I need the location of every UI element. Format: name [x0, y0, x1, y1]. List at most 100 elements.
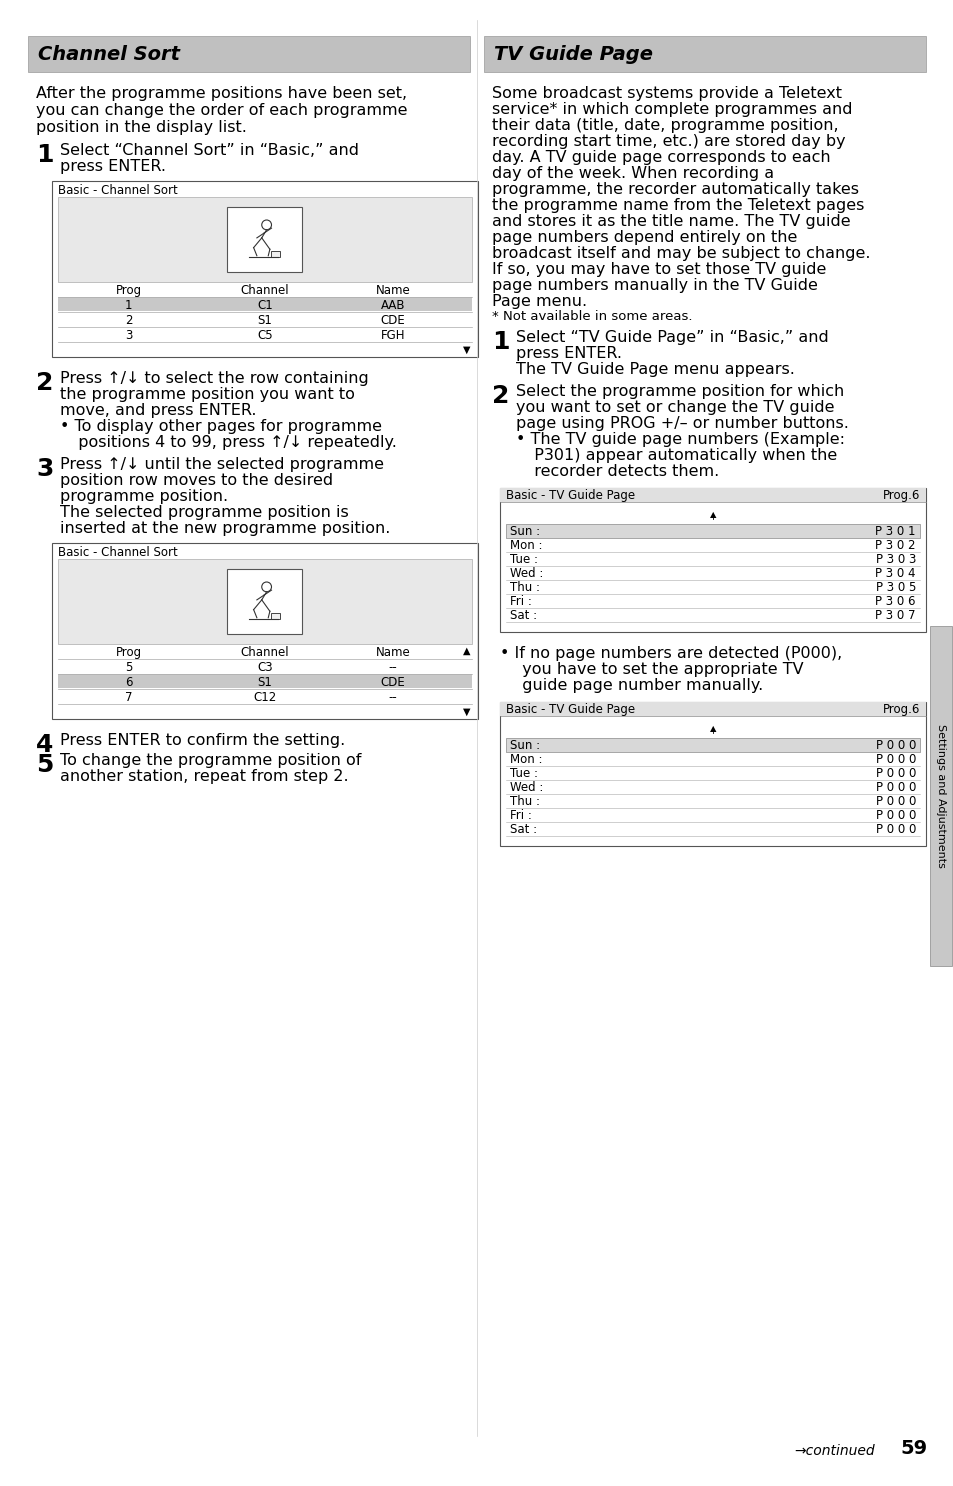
Text: Mon :: Mon : [510, 539, 542, 551]
FancyBboxPatch shape [505, 525, 919, 538]
Text: page using PROG +/– or number buttons.: page using PROG +/– or number buttons. [516, 416, 848, 431]
Text: C12: C12 [253, 691, 276, 704]
Text: service* in which complete programmes and: service* in which complete programmes an… [492, 103, 852, 117]
Text: • If no page numbers are detected (P000),: • If no page numbers are detected (P000)… [499, 646, 841, 661]
Text: Wed :: Wed : [510, 782, 543, 794]
Text: P 0 0 0: P 0 0 0 [875, 808, 915, 822]
Text: P 3 0 7: P 3 0 7 [875, 609, 915, 623]
Text: 1: 1 [125, 299, 132, 312]
Text: press ENTER.: press ENTER. [60, 159, 166, 174]
Text: • To display other pages for programme: • To display other pages for programme [60, 419, 381, 434]
Text: C5: C5 [257, 328, 273, 342]
Text: 2: 2 [36, 372, 53, 395]
Text: P 3 0 4: P 3 0 4 [875, 568, 915, 580]
Text: Channel: Channel [240, 284, 289, 297]
FancyBboxPatch shape [505, 739, 919, 752]
Text: S1: S1 [257, 314, 273, 327]
Text: Sun :: Sun : [510, 739, 539, 752]
Text: Sat :: Sat : [510, 823, 537, 837]
Text: ▲: ▲ [462, 646, 470, 655]
Text: positions 4 to 99, press ↑/↓ repeatedly.: positions 4 to 99, press ↑/↓ repeatedly. [68, 435, 396, 450]
Text: programme position.: programme position. [60, 489, 228, 504]
Text: ▼: ▼ [462, 707, 470, 718]
Text: Sun :: Sun : [510, 525, 539, 538]
Text: position row moves to the desired: position row moves to the desired [60, 473, 333, 487]
Text: P 0 0 0: P 0 0 0 [875, 795, 915, 808]
Text: C1: C1 [257, 299, 273, 312]
Text: P 3 0 5: P 3 0 5 [875, 581, 915, 594]
Text: Basic - Channel Sort: Basic - Channel Sort [58, 545, 177, 559]
FancyBboxPatch shape [58, 675, 472, 688]
Text: CDE: CDE [380, 314, 405, 327]
Text: recording start time, etc.) are stored day by: recording start time, etc.) are stored d… [492, 134, 844, 149]
Text: you have to set the appropriate TV: you have to set the appropriate TV [512, 661, 802, 678]
Text: position in the display list.: position in the display list. [36, 120, 247, 135]
Text: press ENTER.: press ENTER. [516, 346, 621, 361]
Text: P301) appear automatically when the: P301) appear automatically when the [523, 447, 837, 464]
Text: To change the programme position of: To change the programme position of [60, 753, 361, 768]
Text: 6: 6 [125, 676, 132, 690]
Text: Prog: Prog [115, 284, 142, 297]
Text: inserted at the new programme position.: inserted at the new programme position. [60, 522, 390, 536]
FancyBboxPatch shape [499, 487, 925, 632]
Text: Thu :: Thu : [510, 795, 539, 808]
Text: Fri :: Fri : [510, 594, 532, 608]
Text: 5: 5 [125, 661, 132, 675]
Text: Basic - TV Guide Page: Basic - TV Guide Page [505, 489, 635, 501]
FancyBboxPatch shape [499, 701, 925, 716]
FancyBboxPatch shape [58, 198, 472, 282]
Text: 2: 2 [125, 314, 132, 327]
FancyBboxPatch shape [52, 181, 477, 357]
FancyBboxPatch shape [28, 36, 470, 71]
FancyBboxPatch shape [483, 36, 925, 71]
Text: CDE: CDE [380, 676, 405, 690]
Text: Channel: Channel [240, 646, 289, 658]
Text: the programme name from the Teletext pages: the programme name from the Teletext pag… [492, 198, 863, 212]
Text: Name: Name [375, 284, 410, 297]
FancyBboxPatch shape [52, 542, 477, 719]
Text: another station, repeat from step 2.: another station, repeat from step 2. [60, 768, 348, 785]
Text: --: -- [388, 661, 396, 675]
Text: Tue :: Tue : [510, 553, 537, 566]
Text: recorder detects them.: recorder detects them. [523, 464, 719, 478]
Text: After the programme positions have been set,: After the programme positions have been … [36, 86, 407, 101]
Text: ▲: ▲ [709, 510, 716, 519]
Text: ▼: ▼ [462, 345, 470, 355]
Text: P 0 0 0: P 0 0 0 [875, 767, 915, 780]
FancyBboxPatch shape [58, 559, 472, 643]
Text: P 0 0 0: P 0 0 0 [875, 823, 915, 837]
Text: Thu :: Thu : [510, 581, 539, 594]
Text: P 3 0 6: P 3 0 6 [875, 594, 915, 608]
Text: Press ENTER to confirm the setting.: Press ENTER to confirm the setting. [60, 733, 345, 747]
Text: day. A TV guide page corresponds to each: day. A TV guide page corresponds to each [492, 150, 830, 165]
Text: 5: 5 [36, 753, 53, 777]
Text: 4: 4 [36, 733, 53, 756]
Text: page numbers depend entirely on the: page numbers depend entirely on the [492, 230, 797, 245]
Text: Select “TV Guide Page” in “Basic,” and: Select “TV Guide Page” in “Basic,” and [516, 330, 828, 345]
FancyBboxPatch shape [58, 297, 472, 311]
Text: Settings and Adjustments: Settings and Adjustments [935, 724, 945, 868]
Text: page numbers manually in the TV Guide: page numbers manually in the TV Guide [492, 278, 817, 293]
Text: Name: Name [375, 646, 410, 658]
Text: Mon :: Mon : [510, 753, 542, 765]
Text: S1: S1 [257, 676, 273, 690]
FancyBboxPatch shape [499, 487, 925, 502]
Text: Press ↑/↓ to select the row containing: Press ↑/↓ to select the row containing [60, 372, 369, 386]
Text: The TV Guide Page menu appears.: The TV Guide Page menu appears. [516, 363, 794, 377]
FancyBboxPatch shape [272, 612, 279, 620]
Text: Fri :: Fri : [510, 808, 532, 822]
Text: Prog.6: Prog.6 [882, 489, 919, 501]
Text: Basic - TV Guide Page: Basic - TV Guide Page [505, 703, 635, 715]
Text: 59: 59 [900, 1438, 926, 1458]
Text: Some broadcast systems provide a Teletext: Some broadcast systems provide a Teletex… [492, 86, 841, 101]
Text: The selected programme position is: The selected programme position is [60, 505, 349, 520]
Text: move, and press ENTER.: move, and press ENTER. [60, 403, 256, 418]
Text: Page menu.: Page menu. [492, 294, 586, 309]
Text: 3: 3 [125, 328, 132, 342]
Text: Wed :: Wed : [510, 568, 543, 580]
Text: FGH: FGH [380, 328, 405, 342]
Text: 2: 2 [492, 383, 509, 409]
Text: TV Guide Page: TV Guide Page [494, 45, 652, 64]
Text: * Not available in some areas.: * Not available in some areas. [492, 311, 692, 322]
Text: Select the programme position for which: Select the programme position for which [516, 383, 843, 400]
